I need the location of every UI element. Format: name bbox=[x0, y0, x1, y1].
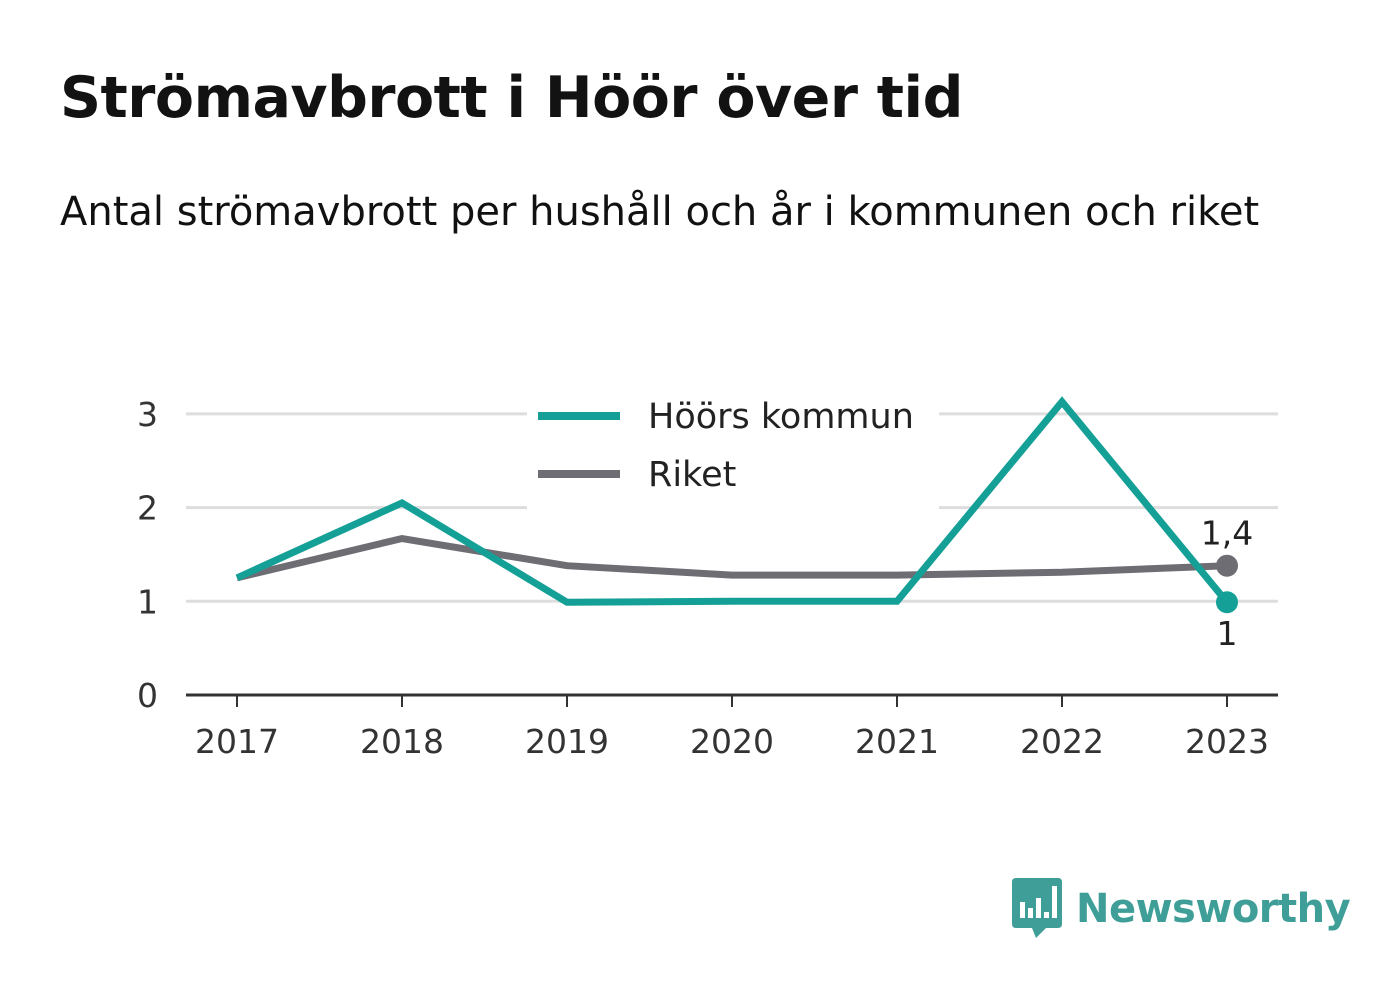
x-tick-label: 2023 bbox=[1185, 722, 1269, 761]
x-tick-label: 2021 bbox=[855, 722, 939, 761]
y-tick-label: 2 bbox=[137, 489, 158, 528]
end-labels: 11,4 bbox=[1201, 514, 1253, 654]
end-point-marker bbox=[1216, 591, 1238, 614]
legend-label: Höörs kommun bbox=[648, 397, 914, 437]
x-tick-label: 2022 bbox=[1020, 722, 1104, 761]
x-tick-label: 2017 bbox=[195, 722, 279, 761]
y-tick-label: 3 bbox=[137, 395, 158, 434]
x-tick-label: 2018 bbox=[360, 722, 444, 761]
chart-title: Strömavbrott i Höör över tid bbox=[60, 65, 963, 131]
end-value-label: 1 bbox=[1217, 614, 1238, 653]
series-line bbox=[236, 534, 1228, 582]
y-axis-ticks: 0 1 2 3 bbox=[137, 395, 158, 715]
x-tick-label: 2019 bbox=[525, 722, 609, 761]
series-line bbox=[235, 396, 1230, 606]
chart-subtitle: Antal strömavbrott per hushåll och år i … bbox=[60, 189, 1260, 235]
y-tick-label: 1 bbox=[137, 582, 158, 621]
bar-chart-speech-bubble-icon bbox=[1012, 878, 1062, 938]
x-tick-label: 2020 bbox=[690, 722, 774, 761]
newsworthy-logo: Newsworthy bbox=[1012, 878, 1351, 940]
brand-name: Newsworthy bbox=[1076, 886, 1351, 932]
legend-label: Riket bbox=[648, 455, 736, 495]
end-point-marker bbox=[1216, 554, 1238, 577]
series-lines bbox=[235, 396, 1238, 614]
legend: Höörs kommun Riket bbox=[527, 397, 939, 510]
y-tick-label: 0 bbox=[137, 676, 158, 715]
x-axis: 2017 2018 2019 2020 2021 2022 2023 bbox=[186, 693, 1278, 761]
end-value-label: 1,4 bbox=[1201, 514, 1253, 553]
